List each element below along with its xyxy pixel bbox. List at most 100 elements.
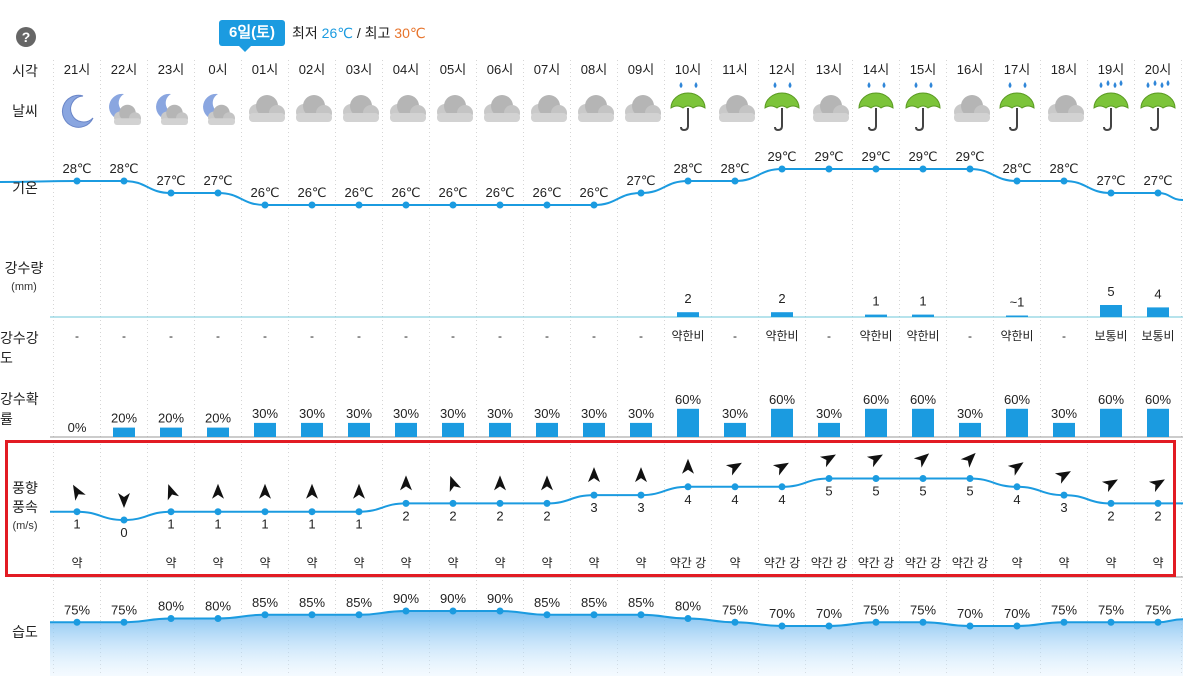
wind-arrow-icon xyxy=(819,454,836,468)
wind-speed-label: 2 xyxy=(402,508,409,523)
cloud-shape xyxy=(1048,95,1084,122)
hour-label: 15시 xyxy=(910,62,936,77)
row-label-temp: 기온 xyxy=(12,180,38,196)
intensity-label: 약한비 xyxy=(671,328,704,343)
probability-label: 30% xyxy=(816,406,842,421)
probability-label: 30% xyxy=(440,406,466,421)
wind-arrow-icon xyxy=(682,458,694,474)
umbrella-canopy xyxy=(999,92,1035,109)
precip-bar xyxy=(677,312,699,317)
hour-label: 22시 xyxy=(111,62,137,77)
rain-drop xyxy=(1153,80,1157,86)
humidity-point xyxy=(73,618,81,626)
umbrella-handle xyxy=(1009,108,1018,132)
wind-arrow-shape xyxy=(541,475,553,491)
row-label-weather: 날씨 xyxy=(12,103,38,119)
temp-label: 26℃ xyxy=(579,185,608,200)
wind-strength-label: 약 xyxy=(729,555,740,570)
rain-drop xyxy=(882,82,886,88)
cloud-shape xyxy=(719,95,755,122)
precip-label: 5 xyxy=(1107,284,1114,299)
row-label-wind-unit: (m/s) xyxy=(12,520,38,532)
temp-point xyxy=(1013,177,1021,185)
hour-label: 02시 xyxy=(299,62,325,77)
humidity-point xyxy=(637,611,645,619)
cloud-shape xyxy=(954,95,990,122)
umbrella-handle xyxy=(915,108,924,132)
humidity-point xyxy=(214,615,222,622)
humidity-point xyxy=(872,618,880,626)
temp-point xyxy=(1060,177,1068,185)
probability-label: 30% xyxy=(252,406,278,421)
wind-strength-label: 약 xyxy=(353,555,364,570)
humidity-point xyxy=(1013,622,1021,630)
wind-point xyxy=(637,491,645,499)
probability-bar xyxy=(724,422,746,437)
cloud-shape xyxy=(114,104,141,125)
probability-bar xyxy=(442,422,464,437)
date-badge: 6일(토) xyxy=(219,20,285,52)
probability-label: 60% xyxy=(675,392,701,407)
wind-arrow-icon xyxy=(1101,479,1118,493)
probability-label: 30% xyxy=(581,406,607,421)
cloudy-icon xyxy=(437,95,473,122)
humidity-label: 75% xyxy=(64,602,90,617)
rain-drop xyxy=(929,82,933,88)
wind-speed-label: 2 xyxy=(543,508,550,523)
wind-point xyxy=(214,508,222,516)
cloud-base xyxy=(114,118,141,125)
row-label-wind-dir: 풍향 xyxy=(12,480,38,496)
intensity-label: - xyxy=(1062,329,1066,343)
cloud-base xyxy=(437,113,473,122)
intensity-label: - xyxy=(357,329,361,343)
rain-drop xyxy=(1023,82,1027,88)
wind-arrow-shape xyxy=(1148,479,1165,493)
temp-point xyxy=(543,201,551,209)
humidity-point xyxy=(778,622,786,630)
probability-bar xyxy=(771,408,793,437)
wind-arrow-icon xyxy=(167,484,180,501)
probability-bar xyxy=(865,408,887,437)
probability-bar xyxy=(301,422,323,437)
wind-strength-label: 약 xyxy=(400,555,411,570)
hour-label: 18시 xyxy=(1051,62,1077,77)
wind-speed-label: 5 xyxy=(919,484,926,499)
probability-bar xyxy=(489,422,511,437)
wind-arrow-icon xyxy=(306,483,318,499)
temp-point xyxy=(919,165,927,173)
wind-arrow-shape xyxy=(494,475,506,491)
wind-point xyxy=(167,508,175,516)
wind-arrow-shape xyxy=(449,475,462,493)
wind-arrow-shape xyxy=(353,483,365,499)
temp-point xyxy=(731,177,739,185)
humidity-point xyxy=(1107,618,1115,626)
cloudy-icon xyxy=(625,95,661,122)
min-temp-label: 최저 xyxy=(292,25,318,41)
humidity-area xyxy=(50,611,1183,676)
temp-label: 27℃ xyxy=(626,173,655,188)
wind-arrow-icon xyxy=(353,483,365,499)
wind-point xyxy=(120,516,128,524)
probability-label: 60% xyxy=(1004,392,1030,407)
intensity-label: - xyxy=(827,329,831,343)
cloud-shape xyxy=(578,95,614,122)
humidity-label: 75% xyxy=(1145,602,1171,617)
help-icon[interactable]: ? xyxy=(16,27,36,47)
wind-point xyxy=(1107,499,1115,507)
wind-speed-label: 1 xyxy=(73,517,80,532)
humidity-label: 70% xyxy=(1004,606,1030,621)
wind-strength-label: 약 xyxy=(212,555,223,570)
cloud-base xyxy=(161,118,188,125)
intensity-label: 약한비 xyxy=(906,328,939,343)
humidity-point xyxy=(919,618,927,626)
precip-bar xyxy=(771,312,793,317)
wind-strength-label: 약간 강 xyxy=(811,555,847,570)
temp-point xyxy=(637,189,645,197)
temp-label: 27℃ xyxy=(156,173,185,188)
intensity-label: - xyxy=(733,329,737,343)
umbrella-handle xyxy=(680,108,689,132)
cloudy-icon xyxy=(813,95,849,122)
cloud-base xyxy=(531,113,567,122)
probability-label: 60% xyxy=(1145,392,1171,407)
